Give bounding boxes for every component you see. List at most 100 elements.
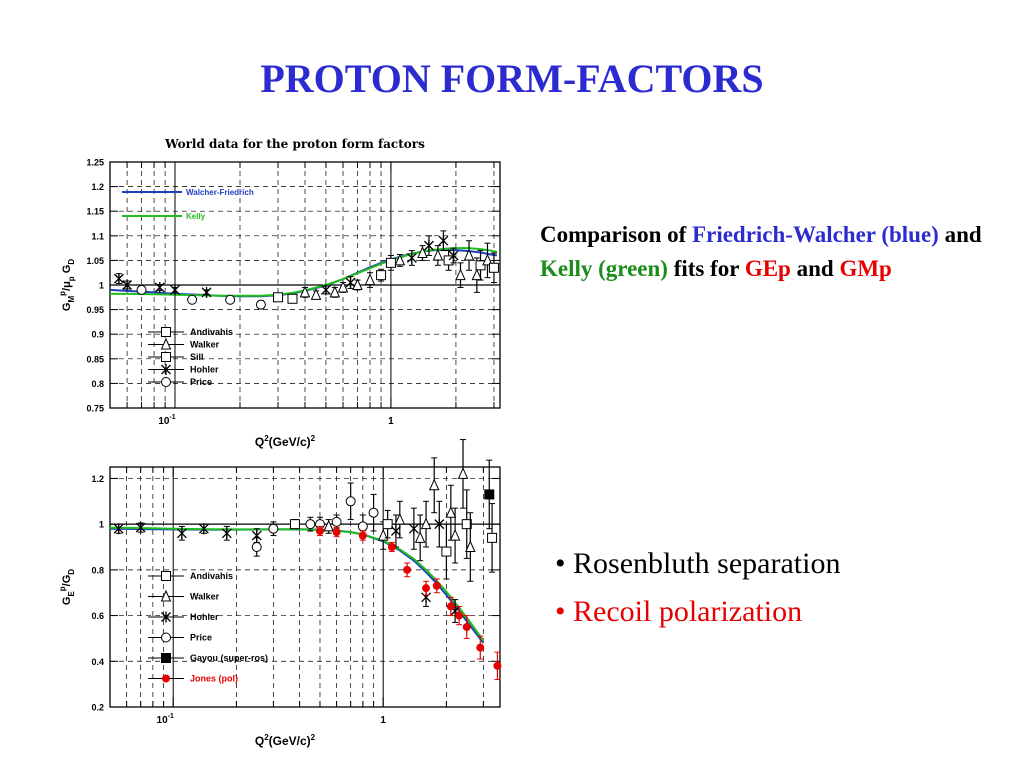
data-point — [484, 489, 495, 500]
x-tick-label: 10-1 — [158, 414, 175, 427]
legend-marker — [160, 589, 172, 602]
data-point — [289, 519, 300, 530]
bullet-rosenbluth: • Rosenbluth separation — [555, 547, 841, 580]
y-tick-label: 0.75 — [86, 404, 104, 414]
data-point — [337, 280, 349, 293]
data-point — [394, 512, 406, 525]
data-point — [273, 292, 284, 303]
data-point — [332, 528, 341, 537]
y-tick-label: 1 — [99, 281, 104, 291]
comparison-text: Comparison of Friedrich-Walcher (blue) a… — [540, 218, 1000, 286]
legend-label: Jones (pol) — [190, 674, 238, 684]
legend-label: Hohler — [190, 612, 219, 622]
y-tick-label: 0.4 — [91, 657, 104, 667]
data-point — [305, 519, 316, 530]
legend-marker — [161, 327, 171, 337]
data-point — [358, 531, 367, 540]
gep-chart: 0.2 0.4 0.6 0.8 1 1.2 10-1 1 Q2(GeV/c)2 GEp/GD And… — [58, 439, 502, 748]
legend-marker — [161, 377, 171, 387]
data-point — [471, 268, 483, 281]
data-point — [268, 523, 279, 534]
data-point — [476, 643, 485, 652]
data-point — [345, 496, 356, 507]
y-tick-label: 0.8 — [91, 379, 104, 389]
legend-label: Price — [190, 377, 212, 387]
data-point — [251, 530, 262, 542]
data-point — [385, 257, 396, 268]
legend-label: Walker — [190, 592, 220, 602]
legend-label: Gayou (super-ros) — [190, 653, 268, 663]
data-point — [368, 507, 379, 518]
legend-marker — [161, 352, 171, 362]
data-point — [122, 279, 133, 291]
data-point — [387, 543, 396, 551]
data-point — [417, 246, 428, 259]
x-tick-label: 1 — [380, 715, 386, 726]
y-tick-label: 1.1 — [91, 231, 104, 241]
data-point — [488, 262, 499, 273]
y-tick-label: 0.6 — [91, 611, 104, 621]
legend-label: Hohler — [190, 365, 219, 375]
data-point — [364, 273, 376, 286]
data-point — [493, 661, 502, 670]
legend-marker — [161, 632, 171, 643]
comparison-and-1: and — [938, 222, 982, 247]
y-tick-label: 1.05 — [86, 256, 104, 266]
data-point — [310, 288, 322, 300]
y-tick-label: 1 — [99, 520, 104, 530]
gmp-chart-panel: World data for the proton form factors 0.… — [50, 130, 510, 450]
y-tick-label: 0.8 — [91, 565, 104, 575]
legend-marker — [161, 611, 171, 623]
y-tick-label: 1.2 — [91, 474, 104, 484]
data-point — [113, 273, 124, 285]
y-tick-label: 0.9 — [91, 330, 104, 340]
data-point — [357, 521, 368, 532]
y-tick-label: 1.15 — [86, 207, 104, 217]
data-point — [432, 248, 444, 261]
gmp-chart: World data for the proton form factors 0.… — [58, 137, 501, 449]
data-point — [420, 517, 432, 530]
comparison-prefix: Comparison of — [540, 222, 693, 247]
data-point — [482, 253, 493, 266]
data-point — [465, 540, 476, 552]
data-point — [438, 235, 449, 247]
data-point — [113, 523, 124, 535]
data-point — [251, 542, 262, 552]
data-point — [170, 284, 180, 296]
data-point — [434, 518, 445, 530]
data-point — [287, 293, 298, 304]
data-point — [449, 528, 461, 541]
data-point — [221, 527, 232, 539]
data-point — [329, 285, 341, 298]
data-point — [403, 565, 412, 574]
data-point — [457, 467, 469, 479]
bullet-list: • Rosenbluth separation • Recoil polariz… — [555, 540, 1015, 636]
data-point — [390, 525, 401, 537]
y-tick-label: 1.2 — [91, 182, 104, 192]
data-point — [323, 519, 334, 532]
data-point — [446, 602, 455, 611]
data-point — [154, 281, 165, 293]
chart-title: World data for the proton form factors — [164, 137, 425, 151]
data-point — [299, 285, 311, 298]
gmp-label: GMp — [839, 256, 892, 281]
data-point — [406, 252, 417, 264]
fit-legend-label: Kelly — [186, 212, 206, 221]
x-axis-label: Q2(GeV/c)2 — [255, 434, 316, 449]
legend-label: Andivahis — [190, 571, 233, 581]
data-point — [432, 581, 441, 590]
data-point — [331, 516, 342, 527]
y-axis-label: GMp/μp GD — [58, 259, 76, 311]
data-point — [201, 286, 212, 298]
legend-marker — [161, 364, 171, 375]
gep-label: GEp — [744, 256, 791, 281]
data-point — [441, 546, 452, 557]
data-point — [422, 584, 431, 593]
y-axis-label: GEp/GD — [58, 569, 76, 605]
data-point — [135, 522, 146, 534]
data-point — [455, 268, 466, 281]
data-point — [352, 278, 363, 290]
data-point — [198, 523, 209, 535]
y-tick-label: 0.2 — [91, 703, 104, 713]
legend-marker — [162, 674, 170, 683]
